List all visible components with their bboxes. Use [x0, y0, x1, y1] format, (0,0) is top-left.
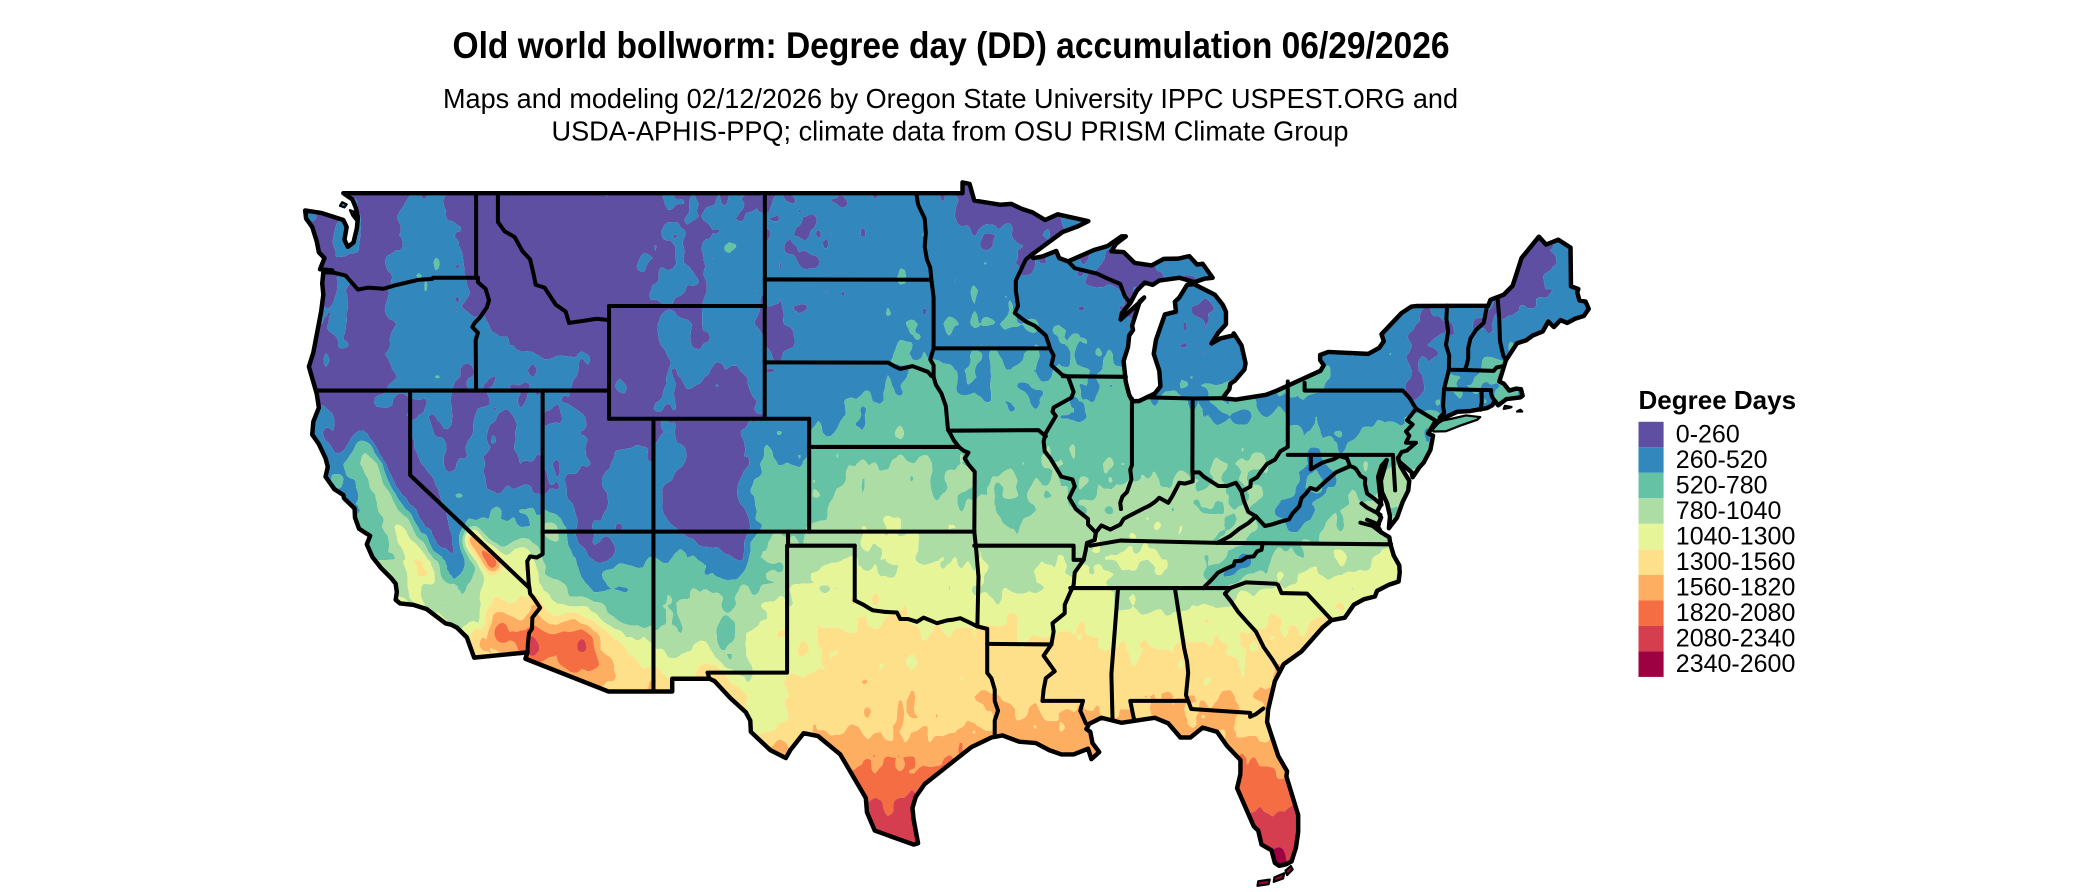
svg-text:2080-2340: 2080-2340: [1676, 625, 1796, 653]
svg-text:Maps and modeling 02/12/2026 b: Maps and modeling 02/12/2026 by Oregon S…: [443, 83, 1458, 114]
svg-text:Old world bollworm: Degree day: Old world bollworm: Degree day (DD) accu…: [453, 25, 1450, 66]
svg-text:1820-2080: 1820-2080: [1676, 599, 1796, 627]
svg-text:1560-1820: 1560-1820: [1676, 574, 1796, 602]
svg-text:520-780: 520-780: [1676, 472, 1768, 500]
svg-text:2340-2600: 2340-2600: [1676, 650, 1796, 678]
svg-text:1300-1560: 1300-1560: [1676, 548, 1796, 576]
svg-text:0-260: 0-260: [1676, 421, 1740, 449]
svg-text:780-1040: 780-1040: [1676, 497, 1782, 525]
svg-text:260-520: 260-520: [1676, 446, 1768, 474]
svg-text:USDA-APHIS-PPQ; climate data f: USDA-APHIS-PPQ; climate data from OSU PR…: [552, 116, 1349, 147]
svg-text:Degree Days: Degree Days: [1639, 385, 1797, 415]
svg-text:1040-1300: 1040-1300: [1676, 523, 1796, 551]
